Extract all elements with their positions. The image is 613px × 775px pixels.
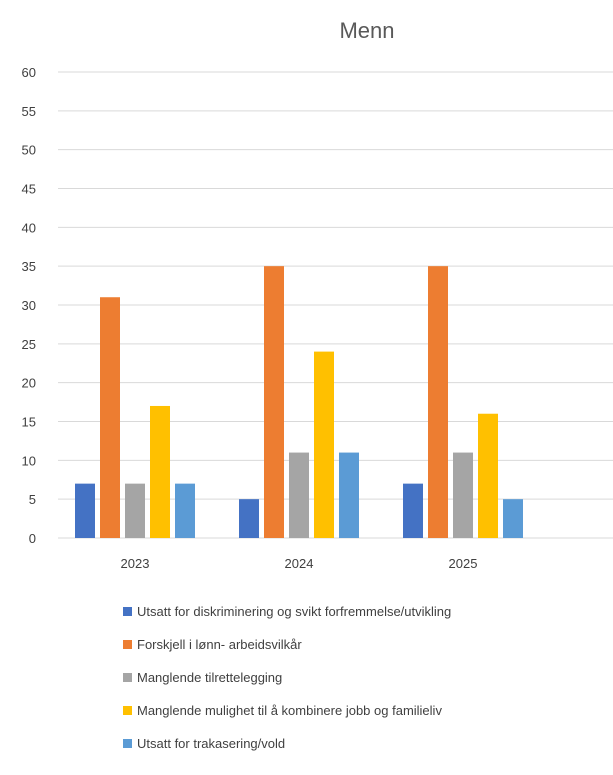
y-tick-label: 25 bbox=[22, 337, 36, 352]
x-axis-ticks: 2023 2024 2025 bbox=[121, 556, 478, 571]
y-axis-ticks: 0 5 10 15 20 25 30 35 40 45 50 55 60 bbox=[22, 65, 36, 546]
legend-swatch bbox=[123, 673, 132, 682]
bar bbox=[175, 483, 195, 538]
y-tick-label: 0 bbox=[29, 531, 36, 546]
y-tick-label: 15 bbox=[22, 415, 36, 430]
y-tick-label: 60 bbox=[22, 65, 36, 80]
legend-label: Utsatt for trakasering/vold bbox=[137, 736, 285, 751]
legend-label: Utsatt for diskriminering og svikt forfr… bbox=[137, 604, 451, 619]
bar bbox=[100, 297, 120, 538]
legend-swatch bbox=[123, 640, 132, 649]
bar bbox=[125, 483, 145, 538]
bar bbox=[239, 499, 259, 538]
y-tick-label: 20 bbox=[22, 376, 36, 391]
bar bbox=[75, 483, 95, 538]
bar bbox=[150, 405, 170, 538]
bar bbox=[478, 413, 498, 538]
y-tick-label: 5 bbox=[29, 492, 36, 507]
legend-label: Manglende tilrettelegging bbox=[137, 670, 282, 685]
legend-swatch bbox=[123, 607, 132, 616]
bar bbox=[339, 452, 359, 538]
bar bbox=[503, 499, 523, 538]
y-tick-label: 35 bbox=[22, 259, 36, 274]
x-tick-label: 2024 bbox=[285, 556, 314, 571]
bars bbox=[75, 266, 523, 538]
legend-swatch bbox=[123, 706, 132, 715]
gridlines bbox=[58, 71, 613, 539]
x-tick-label: 2023 bbox=[121, 556, 150, 571]
y-tick-label: 40 bbox=[22, 220, 36, 235]
y-tick-label: 50 bbox=[22, 143, 36, 158]
bar bbox=[314, 351, 334, 538]
bar bbox=[403, 483, 423, 538]
y-tick-label: 10 bbox=[22, 453, 36, 468]
bar bbox=[453, 452, 473, 538]
legend: Utsatt for diskriminering og svikt forfr… bbox=[123, 604, 451, 751]
legend-label: Forskjell i lønn- arbeidsvilkår bbox=[137, 637, 302, 652]
chart-title: Menn bbox=[339, 18, 394, 43]
bar bbox=[289, 452, 309, 538]
x-tick-label: 2025 bbox=[449, 556, 478, 571]
bar bbox=[428, 266, 448, 538]
y-tick-label: 45 bbox=[22, 182, 36, 197]
legend-swatch bbox=[123, 739, 132, 748]
y-tick-label: 55 bbox=[22, 104, 36, 119]
bar bbox=[264, 266, 284, 538]
y-tick-label: 30 bbox=[22, 298, 36, 313]
legend-label: Manglende mulighet til å kombinere jobb … bbox=[137, 703, 442, 718]
